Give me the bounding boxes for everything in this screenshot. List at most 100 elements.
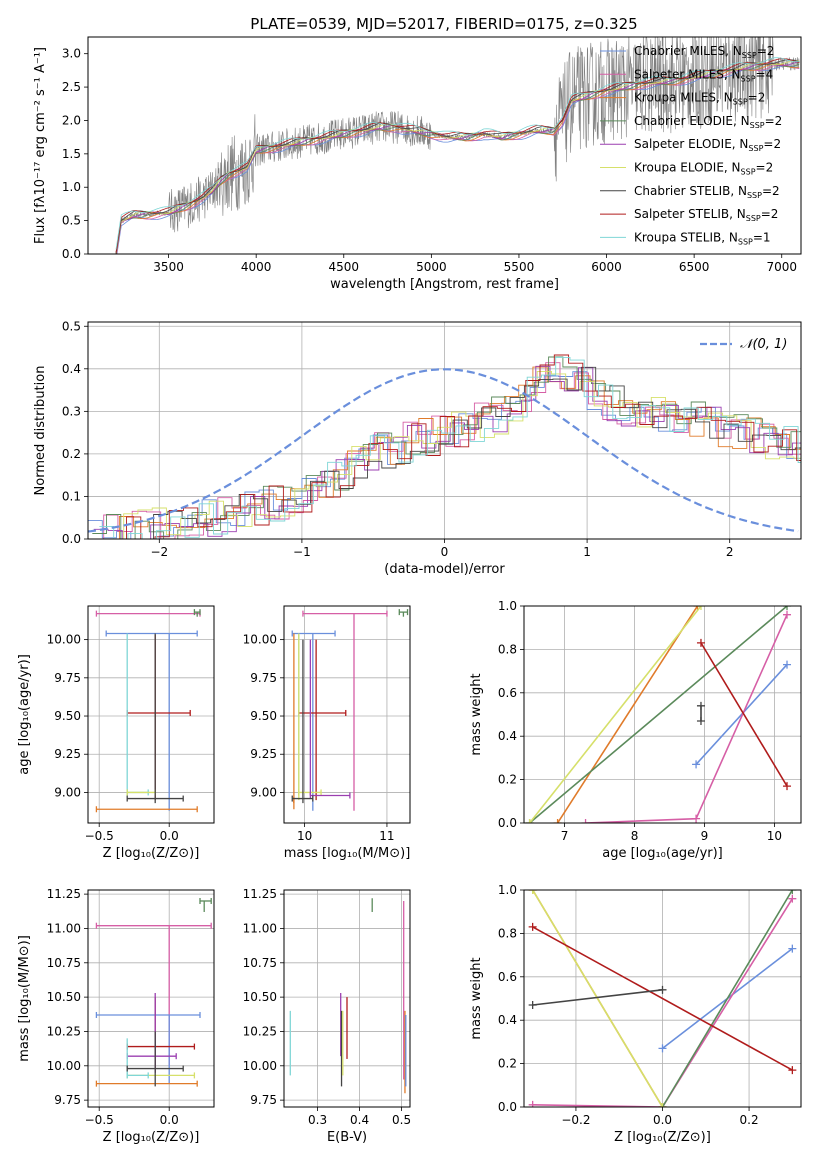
y-axis-label: Normed distribution <box>33 366 48 496</box>
y-tick-label: 0.4 <box>498 729 517 743</box>
legend-entry: Chabrier MILES, NSSP=2 <box>634 44 774 60</box>
point-marker <box>788 890 797 894</box>
series-salpeter-stelib <box>700 642 788 787</box>
point-marker <box>692 814 701 823</box>
point-salpeter-elodie <box>309 639 351 799</box>
axes-frame <box>523 605 802 824</box>
y-tick-label: 10.75 <box>243 956 277 970</box>
legend-entry: 𝒩(0, 1) <box>740 337 787 352</box>
y-tick-label: 10.50 <box>243 990 277 1004</box>
y-tick-label: 11.00 <box>47 921 81 935</box>
point-marker <box>525 819 534 823</box>
x-tick-label: 0.0 <box>160 829 179 843</box>
x-axis-label: Z [log₁₀(Z/Z⊙)] <box>103 1130 200 1145</box>
model-spectrum-salpeter-miles <box>116 64 800 254</box>
axes-frame <box>283 605 411 824</box>
point-chabrier-elodie <box>398 609 409 617</box>
y-tick-label: 10.00 <box>47 1059 81 1073</box>
y-tick-label: 0.4 <box>62 362 81 376</box>
y-tick-label: 9.50 <box>54 709 81 723</box>
panel-residuals: −2 −1 0 1 2 0.0 0.1 0.2 0.3 0.4 0.5 (data-model)/er… <box>33 319 802 577</box>
point-marker <box>783 660 792 669</box>
hist-kroupa-elodie <box>95 370 801 539</box>
x-tick-label: −0.5 <box>85 1113 114 1127</box>
panel-mass-weight-vs-age: 7 8 9 10 0.0 0.2 0.4 0.6 0.8 1.0 age [log₁₀(age/yr… <box>469 599 802 861</box>
series-chabrier-elodie <box>661 890 793 1107</box>
y-tick-label: 11.25 <box>243 887 277 901</box>
model-spectrum-kroupa-stelib <box>115 57 800 250</box>
y-tick-label: 0.0 <box>498 816 517 830</box>
y-tick-label: 1.5 <box>62 147 81 161</box>
y-tick-label: 2.5 <box>62 80 81 94</box>
x-tick-label: 9 <box>701 829 709 843</box>
y-tick-label: 10.75 <box>47 956 81 970</box>
x-tick-label: −1 <box>293 545 311 559</box>
point-marker <box>581 819 590 823</box>
axes-frame <box>87 889 215 1108</box>
hist-salpeter-elodie <box>93 365 801 539</box>
plot-area <box>88 354 801 539</box>
legend-entry: Salpeter ELODIE, NSSP=2 <box>634 137 781 153</box>
y-tick-label: 0.0 <box>498 1100 517 1114</box>
y-axis-label: mass weight <box>469 673 484 755</box>
y-tick-label: 0.8 <box>498 926 517 940</box>
x-tick-label: 0.0 <box>653 1113 672 1127</box>
series-chabrier-miles <box>695 664 788 765</box>
panel-spectrum: 3500 4000 4500 5000 5500 6000 6500 7000 0.0 0.5 1.… <box>33 36 802 292</box>
point-marker <box>658 1044 667 1053</box>
legend-entry: Chabrier STELIB, NSSP=2 <box>634 184 780 200</box>
panel-mass-vs-ebv: 0.3 0.4 0.5 9.75 10.00 10.25 10.50 10.75 11.00 11… <box>243 887 412 1145</box>
x-tick-label: 7000 <box>766 260 797 274</box>
panel-age-vs-Z: −0.5 0.0 9.00 9.25 9.50 9.75 10.00 Z [log₁₀(Z/Z… <box>17 605 215 861</box>
y-tick-label: 0.4 <box>498 1013 517 1027</box>
panel-mass-vs-Z: −0.5 0.0 9.75 10.00 10.25 10.50 10.75 11.00 11.2… <box>17 887 215 1145</box>
x-tick-label: 6000 <box>591 260 622 274</box>
plot-area <box>291 609 409 811</box>
x-tick-label: 5000 <box>416 260 447 274</box>
y-axis-label: Flux [fλ10⁻¹⁷ erg cm⁻² s⁻¹ A⁻¹] <box>33 47 48 244</box>
y-axis-label: mass weight <box>469 957 484 1039</box>
y-tick-label: 9.75 <box>250 671 277 685</box>
x-tick-label: 0.5 <box>392 1113 411 1127</box>
y-tick-label: 0.5 <box>62 214 81 228</box>
x-tick-label: 0.2 <box>740 1113 759 1127</box>
y-tick-label: 9.75 <box>250 1093 277 1107</box>
y-tick-label: 0.0 <box>62 532 81 546</box>
y-tick-label: 0.2 <box>498 1057 517 1071</box>
y-tick-label: 1.0 <box>498 883 517 897</box>
y-tick-label: 11.00 <box>243 921 277 935</box>
y-tick-label: 0.6 <box>498 686 517 700</box>
hist-kroupa-miles <box>90 366 801 539</box>
y-tick-label: 0.5 <box>62 319 81 333</box>
point-marker <box>696 717 705 726</box>
point-marker <box>783 782 792 791</box>
normal-curve <box>88 368 799 533</box>
axes-frame <box>523 889 802 1108</box>
x-axis-label: Z [log₁₀(Z/Z⊙)] <box>103 846 200 861</box>
point-chabrier-miles <box>105 630 198 811</box>
y-tick-label: 0.2 <box>62 447 81 461</box>
legend-entry: Kroupa STELIB, NSSP=1 <box>634 230 771 246</box>
panel-mass-weight-vs-Z: −0.2 0.0 0.2 0.0 0.2 0.4 0.6 0.8 1.0 Z [log₁₀(Z/Z… <box>469 883 802 1145</box>
y-tick-label: 10.00 <box>243 633 277 647</box>
y-tick-label: 0.3 <box>62 404 81 418</box>
x-tick-label: 10 <box>767 829 782 843</box>
point-marker <box>528 1100 537 1107</box>
point-marker <box>528 1001 537 1010</box>
y-tick-label: 1.0 <box>62 180 81 194</box>
y-tick-label: 9.75 <box>54 671 81 685</box>
point-kroupa-miles <box>95 806 198 813</box>
y-tick-label: 9.00 <box>54 785 81 799</box>
plot-area <box>289 898 407 1094</box>
series-chabrier-stelib <box>532 989 663 1006</box>
point-chabrier-stelib <box>126 633 184 804</box>
point-marker <box>658 985 667 994</box>
y-tick-label: 9.25 <box>54 747 81 761</box>
point-chabrier-miles <box>95 1011 201 1084</box>
point-marker <box>788 894 797 903</box>
series-kroupa-elodie <box>532 890 664 1107</box>
plot-area <box>525 606 792 823</box>
legend-entry: Kroupa ELODIE, NSSP=2 <box>634 161 773 177</box>
y-axis-label: age [log₁₀(age/yr)] <box>17 654 32 775</box>
